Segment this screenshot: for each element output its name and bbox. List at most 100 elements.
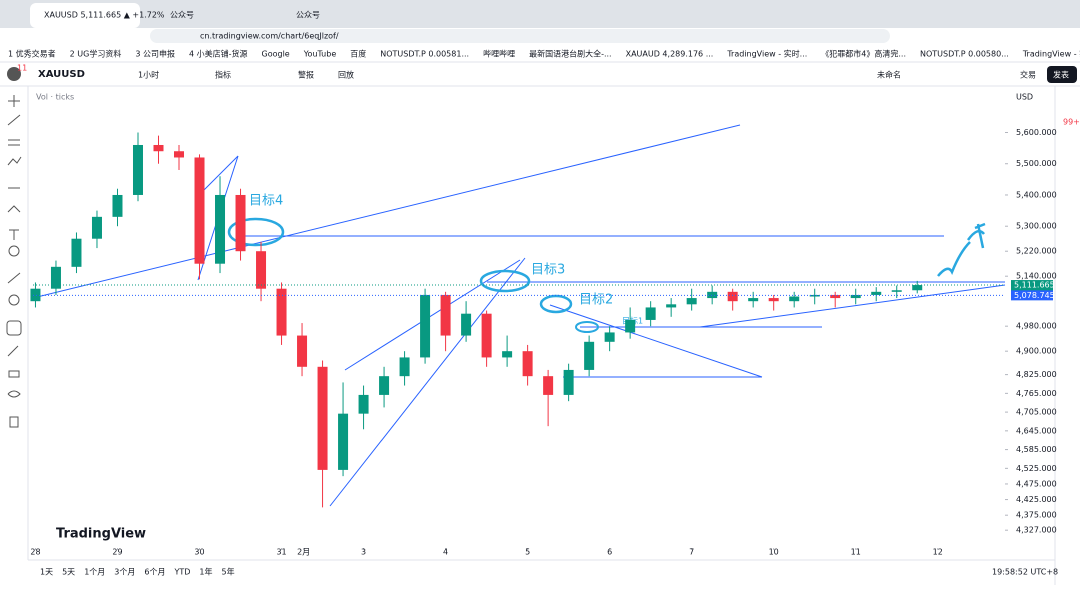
clock: 19:58:52 UTC+8 [992, 568, 1058, 577]
candle-body [748, 298, 759, 302]
candle-body [440, 294, 451, 336]
range-button[interactable]: 1年 [199, 567, 212, 577]
y-tick-label: 4,475.000 [1016, 479, 1057, 488]
candle-body [809, 294, 820, 297]
price-label: 5,111.665 [1014, 281, 1055, 290]
interval[interactable]: 1小时 [138, 70, 159, 80]
bookmark[interactable]: 百度 [350, 49, 366, 59]
price-box [1011, 290, 1053, 301]
candle-body [789, 296, 800, 302]
candle-body [379, 376, 390, 395]
x-tick-label: 4 [443, 548, 448, 557]
y-tick-label: 4,900.000 [1016, 347, 1057, 356]
indicators[interactable]: 指标 [215, 70, 231, 80]
candle-body [563, 369, 574, 395]
candle-body [174, 151, 185, 158]
range-button[interactable]: 5年 [222, 567, 235, 577]
user-drawings [32, 124, 1006, 507]
y-tick-label: 5,140.000 [1016, 272, 1057, 281]
symbol[interactable]: XAUUSD [38, 69, 85, 80]
layout-name[interactable]: 未命名 [877, 70, 901, 80]
tab-title[interactable]: 公众号 [296, 11, 320, 20]
alert[interactable]: 警报 [298, 70, 314, 80]
annotation: 目标2 [579, 293, 613, 308]
replay[interactable]: 回放 [338, 70, 354, 80]
candle-body [50, 266, 61, 289]
candle-body [338, 413, 349, 470]
candle-body [543, 376, 554, 395]
candle-body [522, 351, 533, 377]
address-bar[interactable] [150, 29, 890, 43]
range-button[interactable]: 1个月 [84, 568, 105, 577]
candle-body [830, 294, 841, 299]
bookmark[interactable]: TradingView - 实时... [726, 49, 807, 59]
x-tick-label: 11 [851, 548, 861, 557]
candle-body [645, 307, 656, 320]
bookmark[interactable]: 《犯罪都市4》高清完... [821, 49, 906, 59]
x-tick-label: 3 [361, 548, 366, 557]
tab-title[interactable]: 公众号 [170, 11, 194, 20]
y-tick-label: 4,645.000 [1016, 426, 1057, 435]
x-tick-label: 10 [769, 548, 779, 557]
bookmark[interactable]: 哔哩哔哩 [483, 50, 515, 59]
x-tick-label: 30 [194, 548, 204, 557]
range-button[interactable]: 1天 [40, 568, 53, 577]
y-tick-label: 4,705.000 [1016, 408, 1057, 417]
candle-body [194, 157, 205, 264]
bookmark[interactable]: 最新国语港台剧大全-... [529, 49, 612, 59]
candle-body [256, 251, 267, 289]
range-button[interactable]: 5天 [62, 568, 75, 577]
bookmark[interactable]: 1 优秀交易者 [8, 49, 56, 59]
candle-body [727, 291, 738, 302]
x-tick-label: 7 [689, 548, 694, 557]
trade[interactable]: 交易 [1020, 70, 1036, 80]
y-tick-label: 4,585.000 [1016, 445, 1057, 454]
candle-body [912, 285, 923, 291]
x-tick-label: 29 [112, 548, 122, 557]
publish-button[interactable] [1047, 66, 1077, 83]
y-tick-label: 4,425.000 [1016, 495, 1057, 504]
candle-body [481, 313, 492, 358]
y-tick-label: 4,375.000 [1016, 511, 1057, 520]
x-tick-label: 28 [30, 548, 40, 557]
x-tick-label: 5 [525, 548, 530, 557]
bookmarks: 1 优秀交易者 2 UG学习资料 3 公司申报 4 小美店铺-货源 Google YouT… [8, 49, 1080, 59]
drawing-tools[interactable] [6, 95, 22, 428]
bookmark[interactable]: Google [262, 50, 290, 59]
publish[interactable]: 发表 [1053, 70, 1069, 80]
range-button[interactable]: 3个月 [114, 568, 135, 577]
y-tick-label: 4,327.000 [1016, 526, 1057, 535]
bookmark[interactable]: 4 小美店铺-货源 [189, 49, 248, 59]
candle-body [584, 341, 595, 370]
bookmark[interactable]: YouTube [303, 50, 337, 59]
bookmark[interactable]: NOTUSDT.P 0.00581... [380, 50, 469, 59]
url[interactable]: cn.tradingview.com/chart/6eqJlzof/ [200, 32, 339, 41]
range-button[interactable]: YTD [173, 568, 190, 577]
annotation: 目标3 [531, 263, 565, 278]
candle-body [235, 194, 246, 252]
bookmark[interactable]: 2 UG学习资料 [70, 49, 122, 59]
y-tick-label: 5,220.000 [1016, 247, 1057, 256]
avatar[interactable] [7, 67, 21, 81]
logo: TradingView [56, 527, 146, 542]
badge: 11 [17, 64, 27, 73]
candle-body [132, 144, 143, 195]
bookmark[interactable]: XAUAUD 4,289.176 ... [626, 50, 714, 59]
bookmark[interactable]: 3 公司申报 [135, 49, 175, 59]
price-label: 5,078.745 [1014, 291, 1055, 300]
annotation: 目标4 [249, 194, 283, 209]
bookmark[interactable]: NOTUSDT.P 0.00580... [920, 50, 1009, 59]
tab[interactable] [30, 3, 140, 28]
candle-body [686, 298, 697, 305]
candle-body [420, 294, 431, 358]
x-tick-label: 2月 [297, 548, 310, 557]
candle-body [30, 288, 41, 302]
range-button[interactable]: 6个月 [144, 568, 165, 577]
tab-title[interactable]: XAUUSD 5,111.665 ▲ +1.72% [44, 11, 165, 20]
bookmark[interactable]: TradingView - 实时... [1022, 49, 1080, 59]
badge: 99+ [1063, 118, 1080, 127]
candle-body [891, 290, 902, 292]
candle-body [215, 194, 226, 264]
